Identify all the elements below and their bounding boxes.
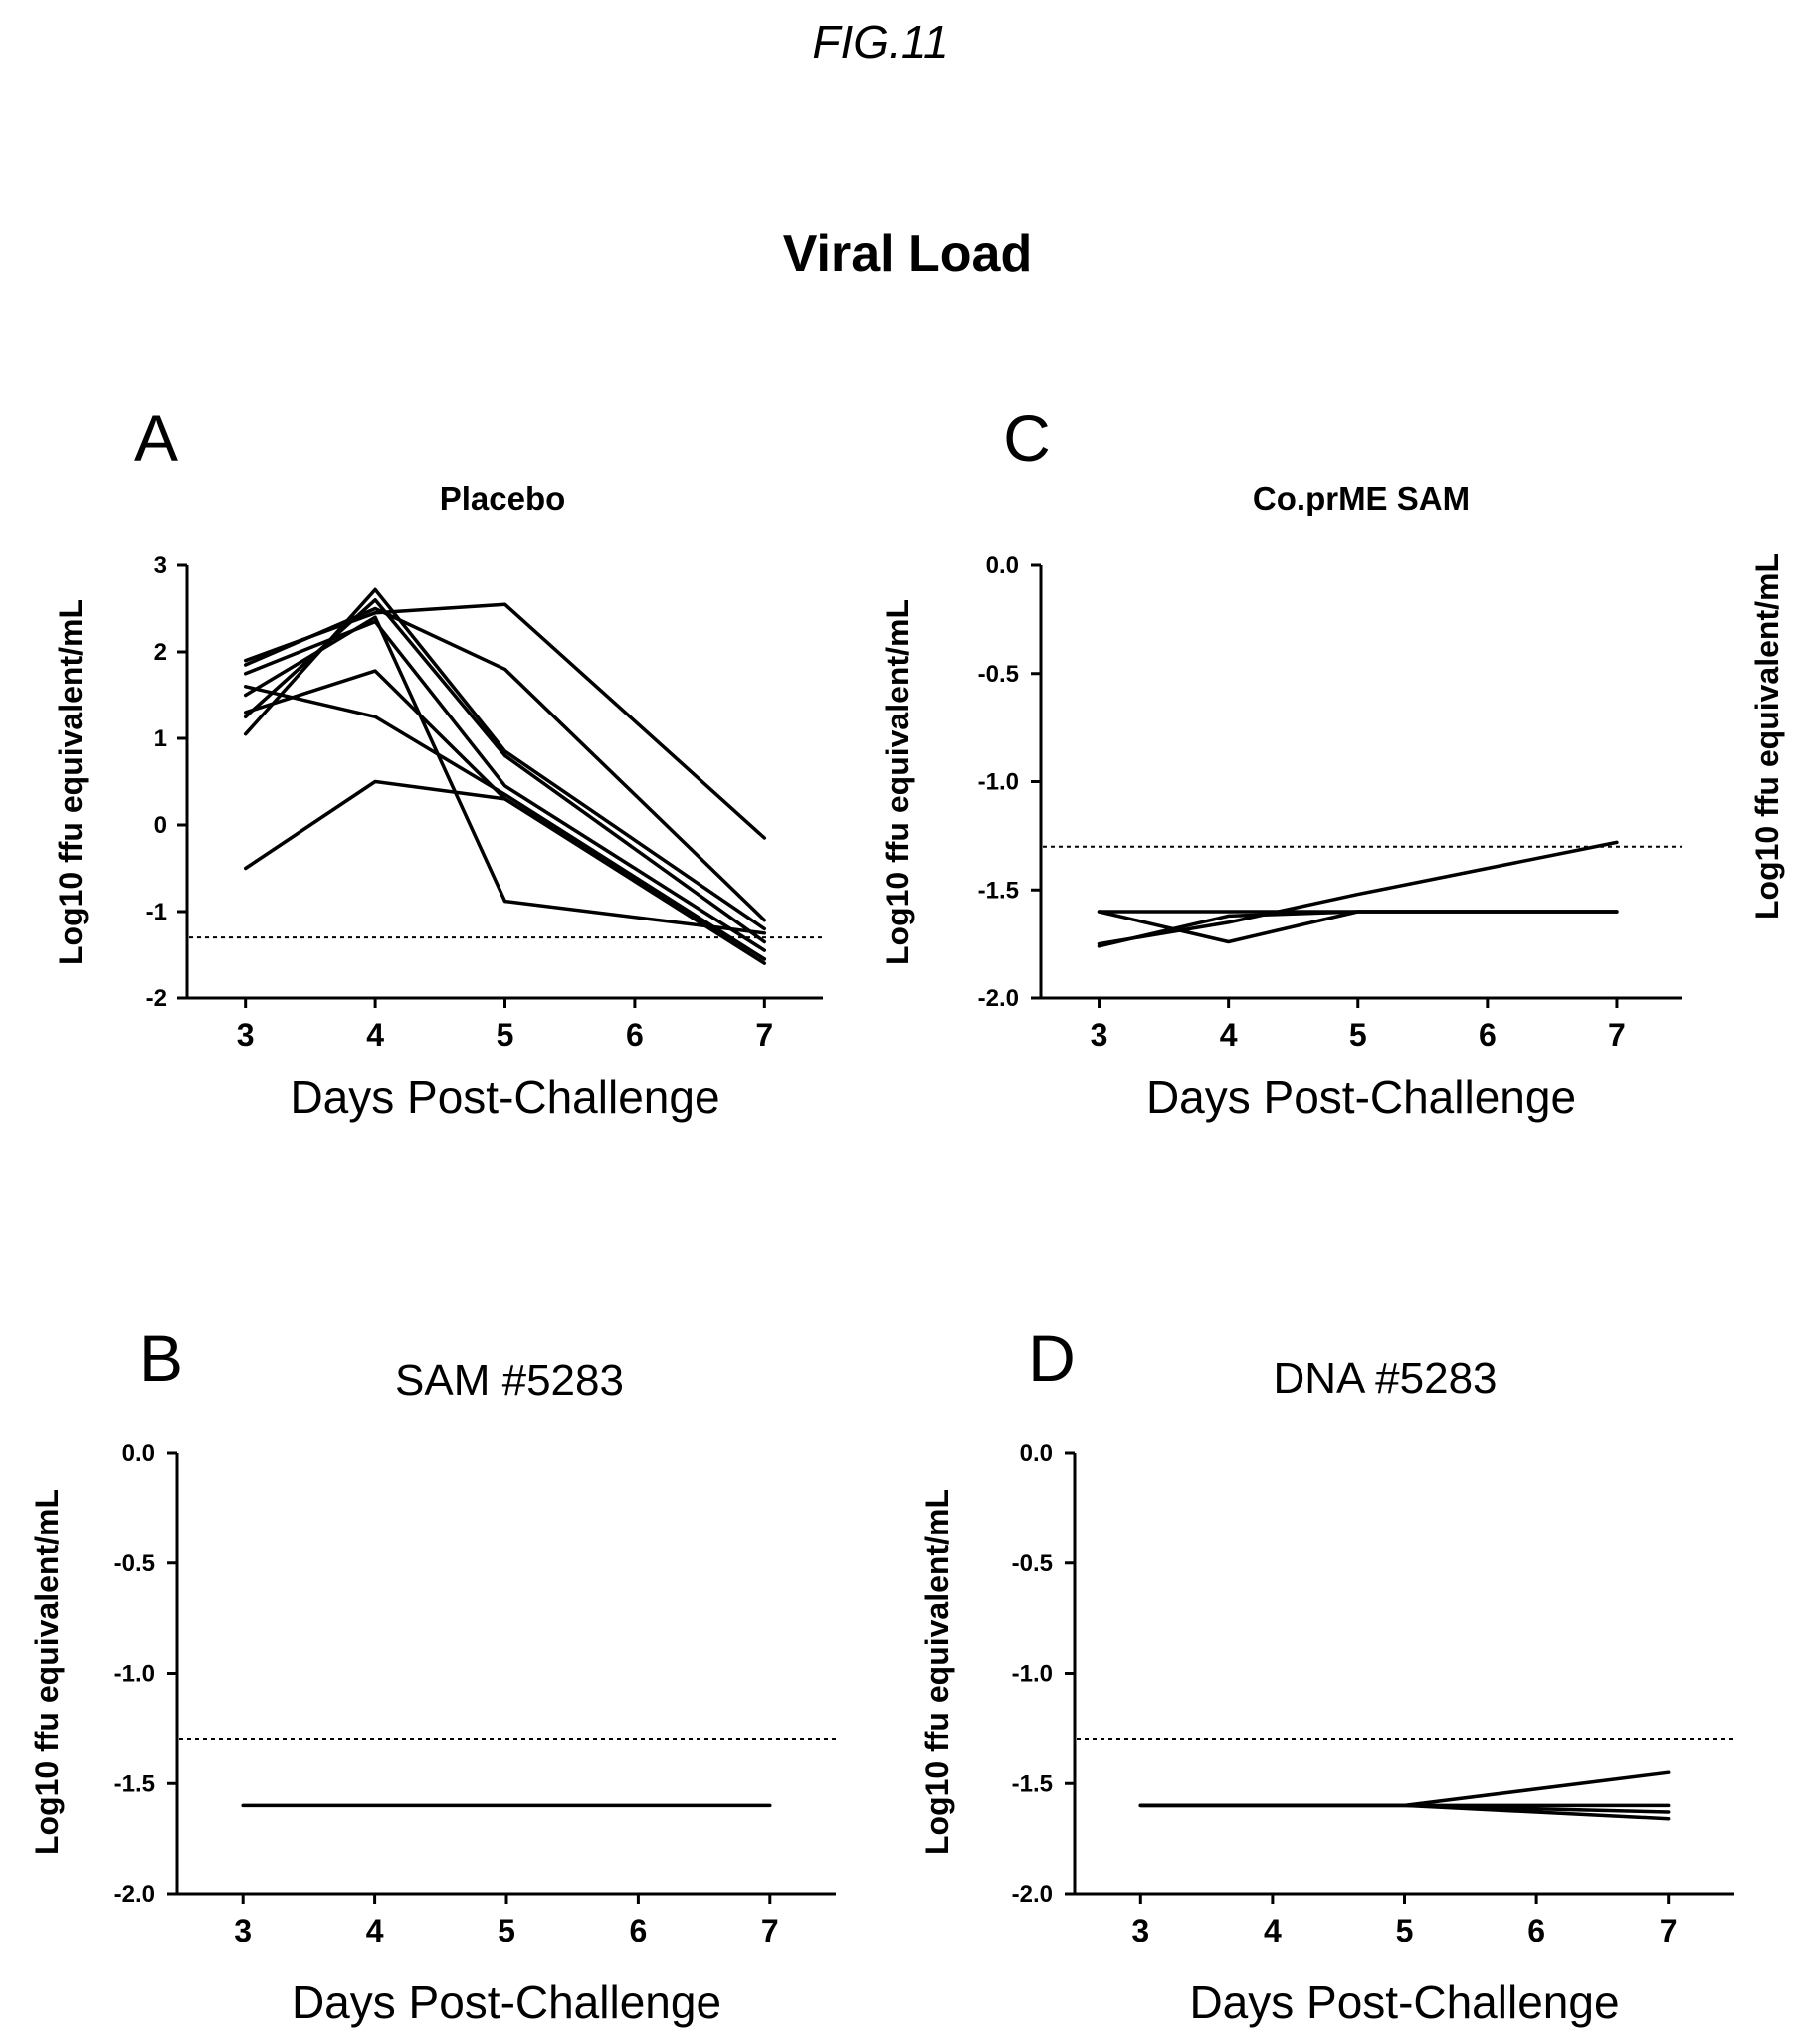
- y-tick-label-c: -1.5: [978, 877, 1019, 904]
- panel-d: D DNA #5283 -2.0 -1.5 -1.0 -0.5 0.0 3 4 5 6 7 Log10 …: [919, 1322, 1734, 2028]
- x-tick-label-d: 3: [1131, 1913, 1149, 1948]
- x-tick-label-c: 3: [1091, 1017, 1108, 1053]
- x-axis-label-c: Days Post-Challenge: [1146, 1071, 1576, 1123]
- x-tick-label-d: 4: [1264, 1913, 1282, 1948]
- y-tick-label-c: -1.0: [978, 769, 1019, 796]
- series-line-a-8: [243, 779, 767, 961]
- x-tick-label-c: 6: [1479, 1017, 1497, 1053]
- y-tick-label-d: -2.0: [1012, 1881, 1053, 1908]
- x-tick-label-d: 7: [1660, 1913, 1678, 1948]
- panel-letter-c: C: [1003, 401, 1051, 475]
- y-tick-label-b: -1.0: [114, 1661, 155, 1688]
- series-line-a-3: [243, 587, 767, 931]
- x-axis-label-d: Days Post-Challenge: [1189, 1976, 1619, 2028]
- panel-title-d: DNA #5283: [1273, 1354, 1497, 1403]
- series-line-c-4: [1097, 910, 1619, 948]
- y-axis-label-c: Log10 ffu equivalent/mL: [880, 599, 915, 965]
- y-axis-label-d: Log10 ffu equivalent/mL: [919, 1489, 955, 1855]
- panel-title-c: Co.prME SAM: [1253, 480, 1470, 516]
- y-tick-label-a: 1: [154, 725, 167, 752]
- panel-title-a: Placebo: [440, 480, 566, 516]
- y-tick-label-b: 0.0: [122, 1440, 155, 1467]
- y-tick-label-d: 0.0: [1020, 1440, 1053, 1467]
- series-line-d-2: [1138, 1770, 1671, 1808]
- y-tick-label-d: -1.0: [1012, 1661, 1053, 1688]
- x-tick-label-b: 5: [498, 1913, 515, 1948]
- panel-title-b: SAM #5283: [395, 1356, 624, 1405]
- panel-letter-b: B: [139, 1322, 183, 1395]
- x-axis-label-b: Days Post-Challenge: [292, 1976, 721, 2028]
- y-tick-label-a: 3: [154, 552, 167, 579]
- extra-y-axis-label: Log10 ffu equivalent/mL: [1749, 553, 1785, 920]
- x-tick-label-c: 5: [1349, 1017, 1367, 1053]
- y-tick-label-a: -2: [146, 985, 167, 1012]
- x-axis-label-a: Days Post-Challenge: [290, 1071, 719, 1123]
- series-line-a-7: [243, 669, 767, 965]
- main-title: Viral Load: [783, 225, 1032, 283]
- x-tick-label-c: 4: [1220, 1017, 1238, 1053]
- x-tick-label-a: 5: [497, 1017, 514, 1053]
- y-axis-label-a: Log10 ffu equivalent/mL: [53, 599, 89, 965]
- series-line-a-1: [243, 602, 767, 840]
- y-tick-label-b: -1.5: [114, 1770, 155, 1797]
- y-tick-label-a: 0: [154, 812, 167, 839]
- x-tick-label-d: 6: [1527, 1913, 1545, 1948]
- series-line-a-5: [243, 619, 767, 952]
- panel-letter-a: A: [134, 401, 178, 475]
- series-line-a-4: [243, 598, 767, 944]
- y-tick-label-d: -1.5: [1012, 1770, 1053, 1797]
- y-axis-label-b: Log10 ffu equivalent/mL: [29, 1489, 65, 1855]
- x-tick-label-a: 6: [626, 1017, 644, 1053]
- panel-b: B SAM #5283 -2.0 -1.5 -1.0 -0.5 0.0 3 4 5 6 7 Log10 …: [29, 1322, 836, 2028]
- y-tick-label-d: -0.5: [1012, 1550, 1053, 1577]
- x-tick-label-a: 4: [366, 1017, 384, 1053]
- x-tick-label-d: 5: [1396, 1913, 1414, 1948]
- figure-label: FIG.11: [812, 16, 948, 68]
- x-tick-label-b: 3: [234, 1913, 252, 1948]
- y-tick-label-c: -0.5: [978, 661, 1019, 688]
- y-tick-label-b: -2.0: [114, 1881, 155, 1908]
- panel-a: A Placebo -2 -1 0 1 2 3 3 4 5 6 7 Log10 ffu equivalen…: [53, 401, 823, 1123]
- series-line-a-2: [243, 606, 767, 922]
- x-tick-label-c: 7: [1608, 1017, 1626, 1053]
- x-tick-label-b: 4: [366, 1913, 384, 1948]
- x-tick-label-b: 6: [630, 1913, 648, 1948]
- panel-letter-d: D: [1028, 1322, 1076, 1395]
- x-tick-label-b: 7: [761, 1913, 779, 1948]
- series-line-c-2: [1097, 840, 1619, 946]
- series-line-d-4: [1138, 1803, 1671, 1821]
- x-tick-label-a: 7: [755, 1017, 773, 1053]
- y-tick-label-c: -2.0: [978, 985, 1019, 1012]
- y-tick-label-a: -1: [146, 899, 167, 925]
- panel-c: C Co.prME SAM -2.0 -1.5 -1.0 -0.5 0.0 3 4 5 6 7 Log1…: [880, 401, 1682, 1123]
- series-line-a-6: [243, 685, 767, 961]
- series-line-a-9: [243, 615, 767, 935]
- y-tick-label-b: -0.5: [114, 1550, 155, 1577]
- y-tick-label-c: 0.0: [986, 552, 1019, 579]
- y-tick-label-a: 2: [154, 639, 167, 666]
- x-tick-label-a: 3: [237, 1017, 255, 1053]
